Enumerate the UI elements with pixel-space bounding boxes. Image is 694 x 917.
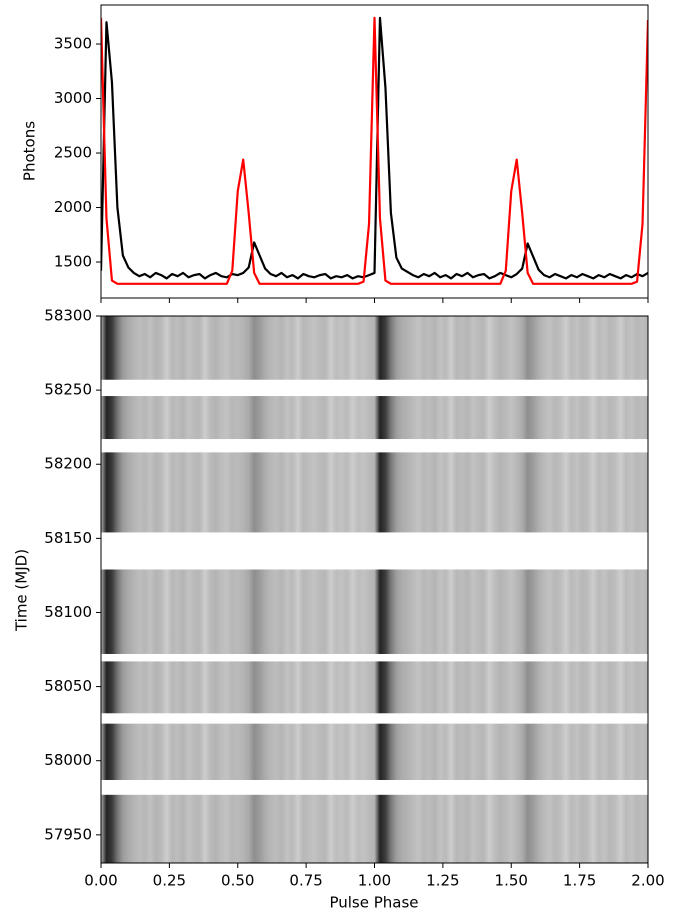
axes-frame [100, 315, 649, 864]
data-segment [101, 396, 648, 440]
axes-frame [100, 4, 649, 299]
y-tick-label: 58300 [44, 307, 92, 325]
y-tick-label: 58050 [44, 677, 92, 695]
y-tick-label: 58100 [44, 603, 92, 621]
y-tick-label: 58150 [44, 529, 92, 547]
x-tick-label: 1.25 [426, 872, 459, 890]
data-segment [101, 723, 648, 780]
y-tick-label: 2000 [54, 198, 92, 216]
x-tick-label: 1.75 [563, 872, 596, 890]
y-tick-label: 57950 [44, 825, 92, 843]
y-tick-label: 58000 [44, 751, 92, 769]
x-axis-label: Pulse Phase [329, 894, 418, 912]
y-tick-label: 58200 [44, 455, 92, 473]
data-segment [101, 569, 648, 654]
x-tick-label: 1.50 [495, 872, 528, 890]
x-tick-label: 0.50 [221, 872, 254, 890]
y-tick-label: 2500 [54, 144, 92, 162]
x-tick-label: 0.75 [289, 872, 322, 890]
data-segment [101, 316, 648, 380]
profile-line [101, 16, 648, 285]
data-segment [101, 661, 648, 714]
y-tick-label: 1500 [54, 253, 92, 271]
y-axis-label: Photons [21, 121, 39, 181]
x-tick-label: 1.00 [358, 872, 391, 890]
y-tick-label: 3000 [54, 89, 92, 107]
data-segment [101, 794, 648, 863]
x-tick-label: 0.25 [153, 872, 186, 890]
x-tick-label: 0.00 [84, 872, 117, 890]
x-tick-label: 2.00 [631, 872, 664, 890]
data-segment [101, 452, 648, 533]
y-tick-label: 3500 [54, 35, 92, 53]
y-tick-label: 58250 [44, 381, 92, 399]
y-axis-label: Time (MJD) [13, 549, 31, 632]
profile-line [101, 16, 648, 280]
